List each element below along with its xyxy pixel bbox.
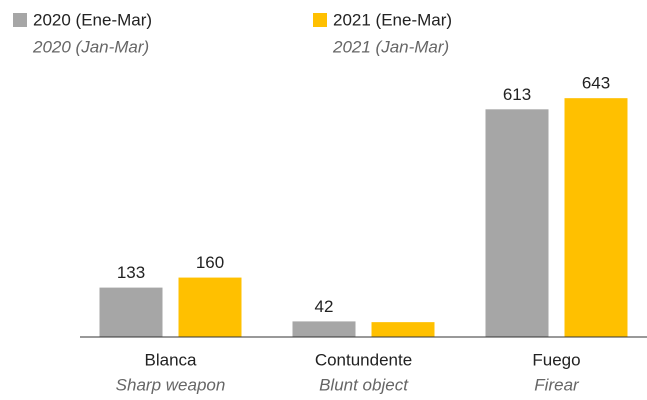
bar xyxy=(99,287,163,337)
legend-label-translation: 2020 (Jan-Mar) xyxy=(32,37,149,56)
data-label: 160 xyxy=(196,253,224,272)
x-tick-label: Blanca xyxy=(145,350,198,369)
bar xyxy=(371,322,435,337)
bar xyxy=(485,109,549,337)
legend-swatch xyxy=(313,13,327,27)
bar xyxy=(292,321,356,337)
bar xyxy=(178,277,242,337)
x-tick-label-translation: Blunt object xyxy=(319,375,409,394)
legend-swatch xyxy=(13,13,27,27)
legend-label: 2020 (Ene-Mar) xyxy=(33,10,152,29)
x-tick-label: Fuego xyxy=(532,350,580,369)
data-label: 643 xyxy=(582,74,610,93)
x-tick-label: Contundente xyxy=(315,350,412,369)
x-tick-label-translation: Sharp weapon xyxy=(116,375,226,394)
data-label: 613 xyxy=(503,85,531,104)
legend-label: 2021 (Ene-Mar) xyxy=(333,10,452,29)
data-label: 133 xyxy=(117,263,145,282)
x-tick-label-translation: Firear xyxy=(534,375,580,394)
legend-label-translation: 2021 (Jan-Mar) xyxy=(332,37,449,56)
bar xyxy=(564,98,628,338)
data-label: 42 xyxy=(315,297,334,316)
